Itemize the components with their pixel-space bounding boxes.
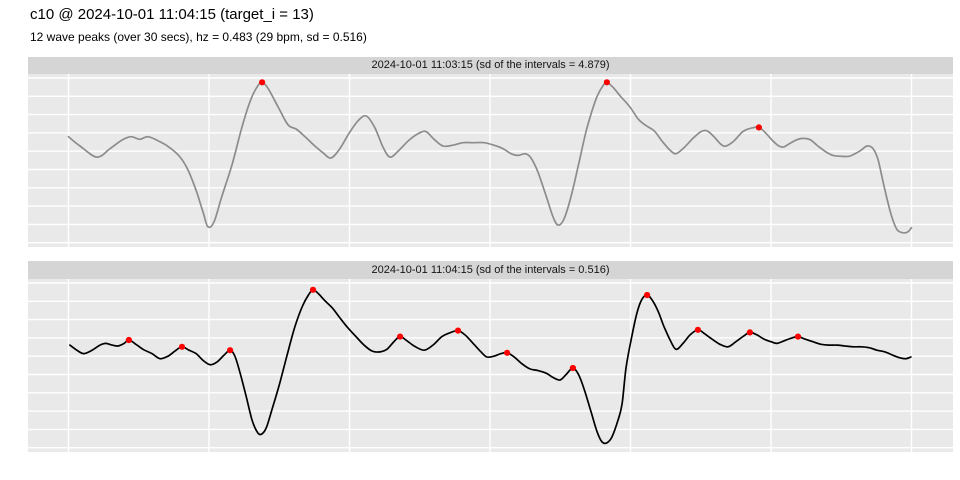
peak-marker <box>309 286 317 293</box>
chart-title: c10 @ 2024-10-01 11:04:15 (target_i = 13… <box>30 6 314 23</box>
facet-strip-bottom: 2024-10-01 11:04:15 (sd of the intervals… <box>28 261 953 279</box>
peak-marker <box>644 291 651 299</box>
peak-marker <box>259 79 266 86</box>
chart-subtitle: 12 wave peaks (over 30 secs), hz = 0.483… <box>30 30 367 44</box>
peak-marker <box>755 124 763 131</box>
wave-panel-top <box>28 74 953 247</box>
facet-strip-top: 2024-10-01 11:03:15 (sd of the intervals… <box>28 57 953 74</box>
waveform-line <box>69 288 912 445</box>
peak-marker <box>125 336 132 344</box>
peak-marker <box>454 327 462 334</box>
peak-marker <box>569 364 577 372</box>
wave-panel-bottom <box>28 279 953 452</box>
peak-marker <box>397 333 404 340</box>
facet-strip-top-label: 2024-10-01 11:03:15 (sd of the intervals… <box>371 59 610 71</box>
peak-marker <box>794 333 802 340</box>
peak-marker <box>178 343 186 350</box>
peak-marker <box>746 329 754 336</box>
peak-marker <box>694 326 702 333</box>
peak-marker <box>227 347 234 354</box>
peak-marker <box>603 79 611 86</box>
waveform-line <box>67 81 913 234</box>
peak-marker <box>504 349 511 356</box>
facet-strip-bottom-label: 2024-10-01 11:04:15 (sd of the intervals… <box>371 264 610 276</box>
